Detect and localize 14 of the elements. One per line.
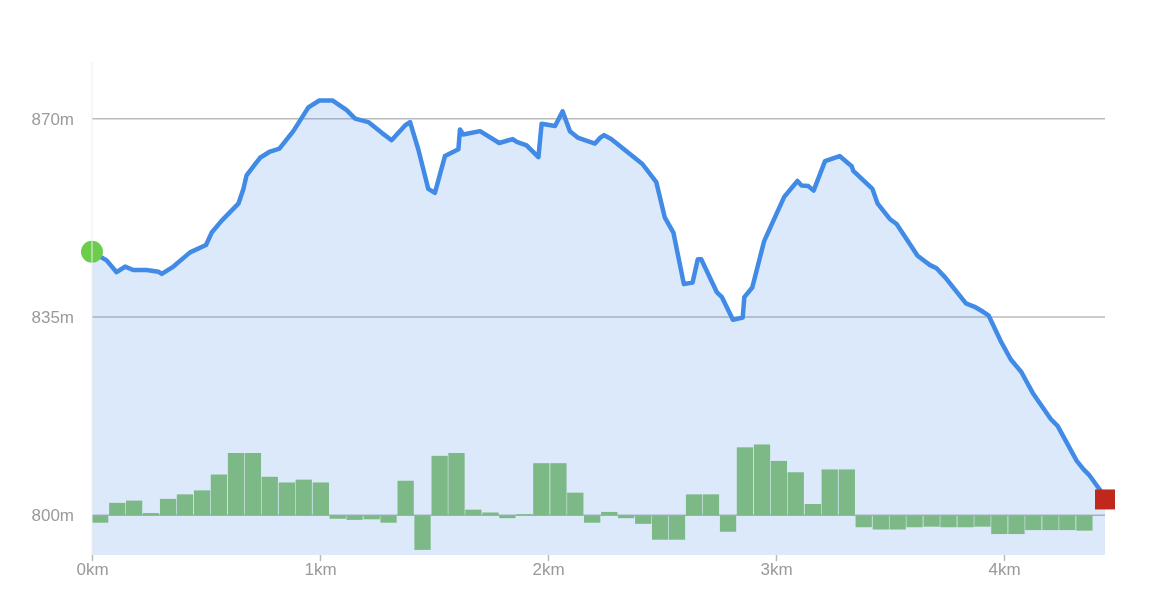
y-tick-label: 800m (31, 506, 74, 526)
y-tick-label: 870m (31, 109, 74, 129)
y-tick-label: 835m (31, 308, 74, 327)
x-tick-label: 3km (760, 560, 793, 580)
x-tick-label: 4km (988, 560, 1021, 580)
x-tick-label: 0km (76, 560, 109, 580)
bar (414, 515, 431, 550)
bar (92, 515, 109, 523)
bar (499, 515, 516, 519)
x-tick-label: 2km (532, 560, 565, 580)
bar (397, 480, 414, 516)
bar (584, 515, 601, 523)
bar (719, 515, 737, 532)
x-tick-label: 1km (304, 560, 337, 580)
